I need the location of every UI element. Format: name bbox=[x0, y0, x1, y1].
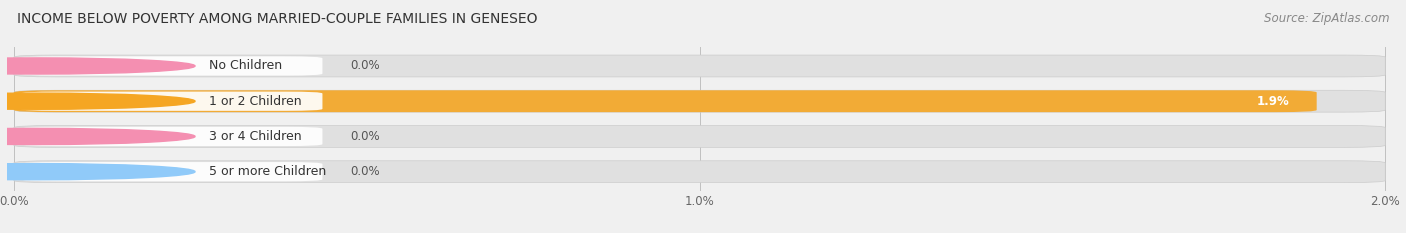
Circle shape bbox=[0, 128, 195, 144]
FancyBboxPatch shape bbox=[14, 90, 1316, 112]
FancyBboxPatch shape bbox=[14, 90, 1385, 112]
Text: 5 or more Children: 5 or more Children bbox=[208, 165, 326, 178]
Text: 0.0%: 0.0% bbox=[350, 130, 380, 143]
FancyBboxPatch shape bbox=[21, 56, 322, 75]
Circle shape bbox=[0, 93, 195, 109]
FancyBboxPatch shape bbox=[14, 126, 1385, 147]
Text: 1 or 2 Children: 1 or 2 Children bbox=[208, 95, 301, 108]
Text: 0.0%: 0.0% bbox=[350, 165, 380, 178]
Text: 0.0%: 0.0% bbox=[350, 59, 380, 72]
FancyBboxPatch shape bbox=[21, 92, 322, 111]
Text: Source: ZipAtlas.com: Source: ZipAtlas.com bbox=[1264, 12, 1389, 25]
Text: INCOME BELOW POVERTY AMONG MARRIED-COUPLE FAMILIES IN GENESEO: INCOME BELOW POVERTY AMONG MARRIED-COUPL… bbox=[17, 12, 537, 26]
Text: 1.9%: 1.9% bbox=[1257, 95, 1289, 108]
FancyBboxPatch shape bbox=[14, 55, 1385, 77]
FancyBboxPatch shape bbox=[14, 161, 1385, 183]
Circle shape bbox=[0, 164, 195, 180]
Text: No Children: No Children bbox=[208, 59, 281, 72]
FancyBboxPatch shape bbox=[21, 127, 322, 146]
Text: 3 or 4 Children: 3 or 4 Children bbox=[208, 130, 301, 143]
Circle shape bbox=[0, 58, 195, 74]
FancyBboxPatch shape bbox=[21, 162, 322, 181]
